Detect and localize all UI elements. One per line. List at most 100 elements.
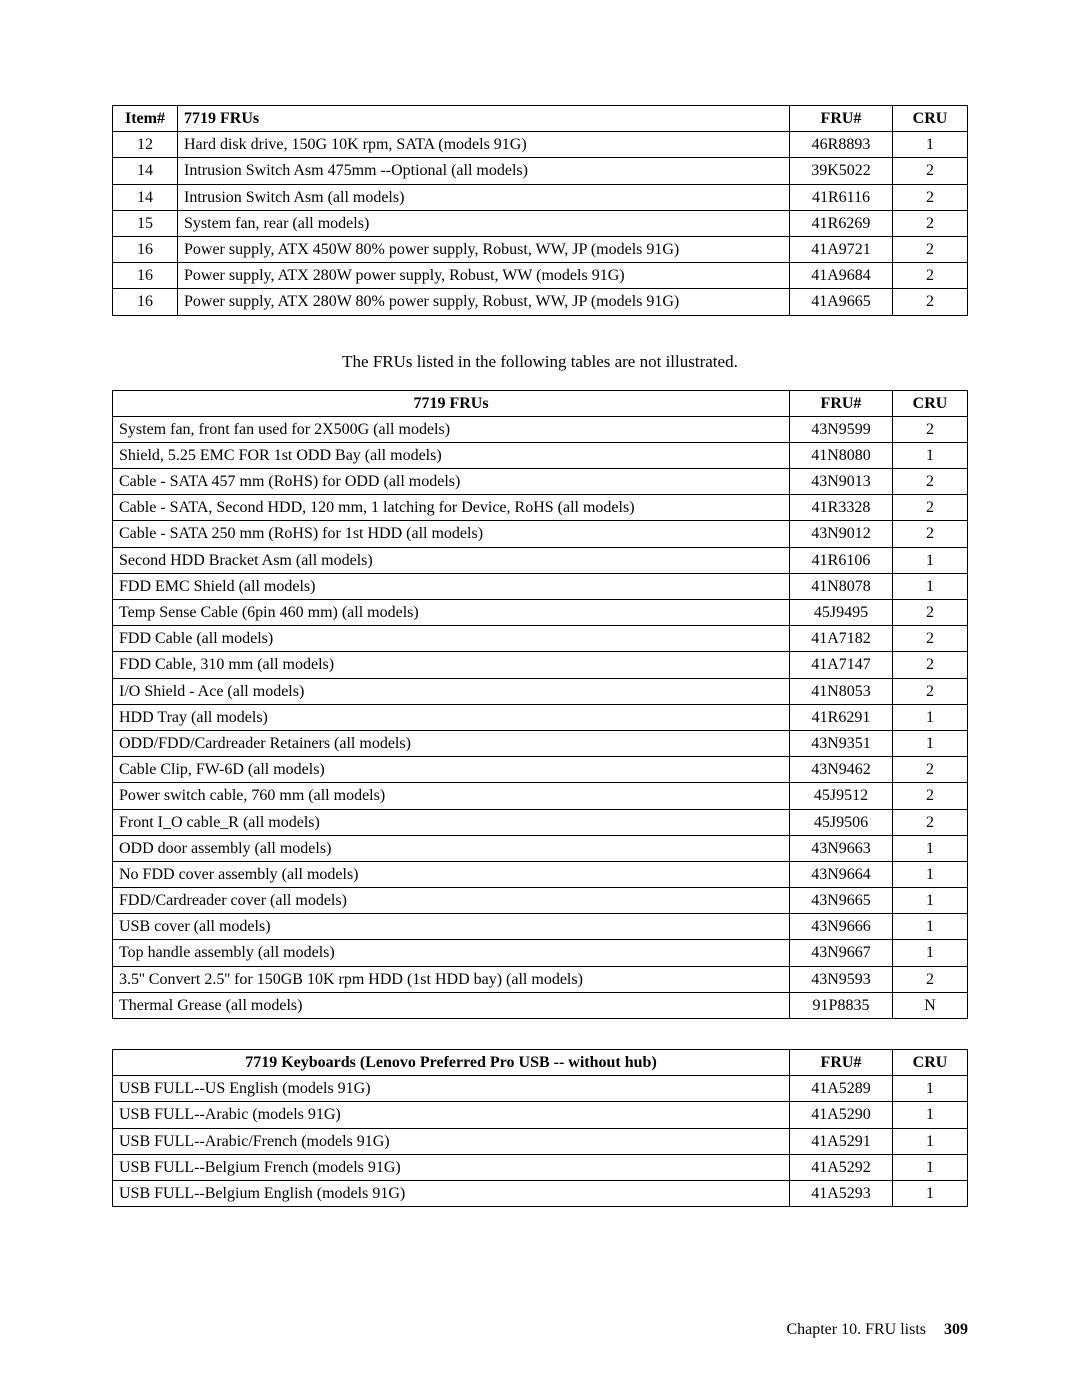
cell-fru: 41A7147	[790, 652, 893, 678]
cell-fru: 41R3328	[790, 495, 893, 521]
fru-table-1: Item# 7719 FRUs FRU# CRU 12Hard disk dri…	[112, 105, 968, 316]
cell-fru: 43N9013	[790, 469, 893, 495]
table-row: ODD door assembly (all models)43N96631	[113, 835, 968, 861]
cell-item: 16	[113, 236, 178, 262]
cell-fru: 43N9351	[790, 730, 893, 756]
cell-fru: 43N9667	[790, 940, 893, 966]
cell-fru: 41N8080	[790, 442, 893, 468]
cell-cru: 1	[893, 704, 968, 730]
cell-fru: 43N9664	[790, 861, 893, 887]
t3-header-cru: CRU	[893, 1050, 968, 1076]
cell-cru: 2	[893, 521, 968, 547]
cell-cru: 1	[893, 835, 968, 861]
cell-cru: 1	[893, 1076, 968, 1102]
table-row: Shield, 5.25 EMC FOR 1st ODD Bay (all mo…	[113, 442, 968, 468]
cell-fru: 43N9012	[790, 521, 893, 547]
cell-item: 14	[113, 184, 178, 210]
cell-desc: Power supply, ATX 280W 80% power supply,…	[178, 289, 790, 315]
cell-desc: FDD Cable (all models)	[113, 626, 790, 652]
table-row: Second HDD Bracket Asm (all models)41R61…	[113, 547, 968, 573]
cell-fru: 43N9599	[790, 416, 893, 442]
cell-desc: 3.5'' Convert 2.5'' for 150GB 10K rpm HD…	[113, 966, 790, 992]
cell-cru: 2	[893, 678, 968, 704]
cell-desc: Front I_O cable_R (all models)	[113, 809, 790, 835]
cell-cru: 2	[893, 210, 968, 236]
cell-desc: Cable - SATA 250 mm (RoHS) for 1st HDD (…	[113, 521, 790, 547]
table-row: 14Intrusion Switch Asm (all models)41R61…	[113, 184, 968, 210]
cell-fru: 39K5022	[790, 158, 893, 184]
t2-header-desc: 7719 FRUs	[113, 390, 790, 416]
table-row: 16Power supply, ATX 450W 80% power suppl…	[113, 236, 968, 262]
table-row: HDD Tray (all models)41R62911	[113, 704, 968, 730]
cell-fru: 41R6269	[790, 210, 893, 236]
table-row: No FDD cover assembly (all models)43N966…	[113, 861, 968, 887]
cell-cru: 1	[893, 573, 968, 599]
cell-fru: 41N8053	[790, 678, 893, 704]
cell-desc: Second HDD Bracket Asm (all models)	[113, 547, 790, 573]
table-row: 3.5'' Convert 2.5'' for 150GB 10K rpm HD…	[113, 966, 968, 992]
cell-cru: 2	[893, 626, 968, 652]
cell-cru: 1	[893, 1180, 968, 1206]
cell-desc: Power supply, ATX 450W 80% power supply,…	[178, 236, 790, 262]
cell-cru: 2	[893, 416, 968, 442]
cell-cru: 1	[893, 132, 968, 158]
cell-fru: 45J9512	[790, 783, 893, 809]
cell-desc: Power switch cable, 760 mm (all models)	[113, 783, 790, 809]
cell-desc: Cable - SATA 457 mm (RoHS) for ODD (all …	[113, 469, 790, 495]
cell-item: 15	[113, 210, 178, 236]
cell-fru: 41A7182	[790, 626, 893, 652]
cell-cru: 2	[893, 184, 968, 210]
cell-cru: 1	[893, 547, 968, 573]
cell-desc: Hard disk drive, 150G 10K rpm, SATA (mod…	[178, 132, 790, 158]
table-row: 16Power supply, ATX 280W 80% power suppl…	[113, 289, 968, 315]
cell-desc: Power supply, ATX 280W power supply, Rob…	[178, 263, 790, 289]
fru-table-3: 7719 Keyboards (Lenovo Preferred Pro USB…	[112, 1049, 968, 1207]
cell-fru: 43N9665	[790, 888, 893, 914]
cell-cru: 2	[893, 469, 968, 495]
cell-fru: 41N8078	[790, 573, 893, 599]
t1-header-item: Item#	[113, 106, 178, 132]
cell-fru: 45J9506	[790, 809, 893, 835]
table-row: USB FULL--Arabic (models 91G)41A52901	[113, 1102, 968, 1128]
cell-desc: I/O Shield - Ace (all models)	[113, 678, 790, 704]
cell-desc: Top handle assembly (all models)	[113, 940, 790, 966]
cell-cru: 1	[893, 914, 968, 940]
cell-fru: 91P8835	[790, 992, 893, 1018]
table-row: 15System fan, rear (all models)41R62692	[113, 210, 968, 236]
cell-cru: 2	[893, 757, 968, 783]
cell-desc: Shield, 5.25 EMC FOR 1st ODD Bay (all mo…	[113, 442, 790, 468]
t2-header-fru: FRU#	[790, 390, 893, 416]
cell-fru: 41A9721	[790, 236, 893, 262]
cell-cru: N	[893, 992, 968, 1018]
cell-fru: 41A5289	[790, 1076, 893, 1102]
table-row: Cable - SATA, Second HDD, 120 mm, 1 latc…	[113, 495, 968, 521]
cell-fru: 41R6291	[790, 704, 893, 730]
cell-cru: 1	[893, 442, 968, 468]
cell-fru: 41A5291	[790, 1128, 893, 1154]
cell-desc: System fan, rear (all models)	[178, 210, 790, 236]
cell-desc: System fan, front fan used for 2X500G (a…	[113, 416, 790, 442]
table-row: System fan, front fan used for 2X500G (a…	[113, 416, 968, 442]
table-row: 14Intrusion Switch Asm 475mm --Optional …	[113, 158, 968, 184]
cell-fru: 43N9663	[790, 835, 893, 861]
table-row: USB FULL--Belgium French (models 91G)41A…	[113, 1154, 968, 1180]
cell-desc: USB FULL--Belgium English (models 91G)	[113, 1180, 790, 1206]
cell-cru: 1	[893, 730, 968, 756]
cell-fru: 41R6106	[790, 547, 893, 573]
cell-desc: Intrusion Switch Asm 475mm --Optional (a…	[178, 158, 790, 184]
cell-cru: 2	[893, 600, 968, 626]
cell-fru: 43N9666	[790, 914, 893, 940]
cell-fru: 46R8893	[790, 132, 893, 158]
cell-desc: FDD/Cardreader cover (all models)	[113, 888, 790, 914]
cell-desc: Intrusion Switch Asm (all models)	[178, 184, 790, 210]
cell-desc: Temp Sense Cable (6pin 460 mm) (all mode…	[113, 600, 790, 626]
table-row: 12Hard disk drive, 150G 10K rpm, SATA (m…	[113, 132, 968, 158]
table-row: Front I_O cable_R (all models)45J95062	[113, 809, 968, 835]
cell-cru: 1	[893, 1154, 968, 1180]
cell-fru: 41A5293	[790, 1180, 893, 1206]
table-row: USB FULL--US English (models 91G)41A5289…	[113, 1076, 968, 1102]
cell-desc: Cable Clip, FW-6D (all models)	[113, 757, 790, 783]
cell-desc: HDD Tray (all models)	[113, 704, 790, 730]
t3-header-fru: FRU#	[790, 1050, 893, 1076]
page-footer: Chapter 10. FRU lists 309	[786, 1321, 968, 1339]
